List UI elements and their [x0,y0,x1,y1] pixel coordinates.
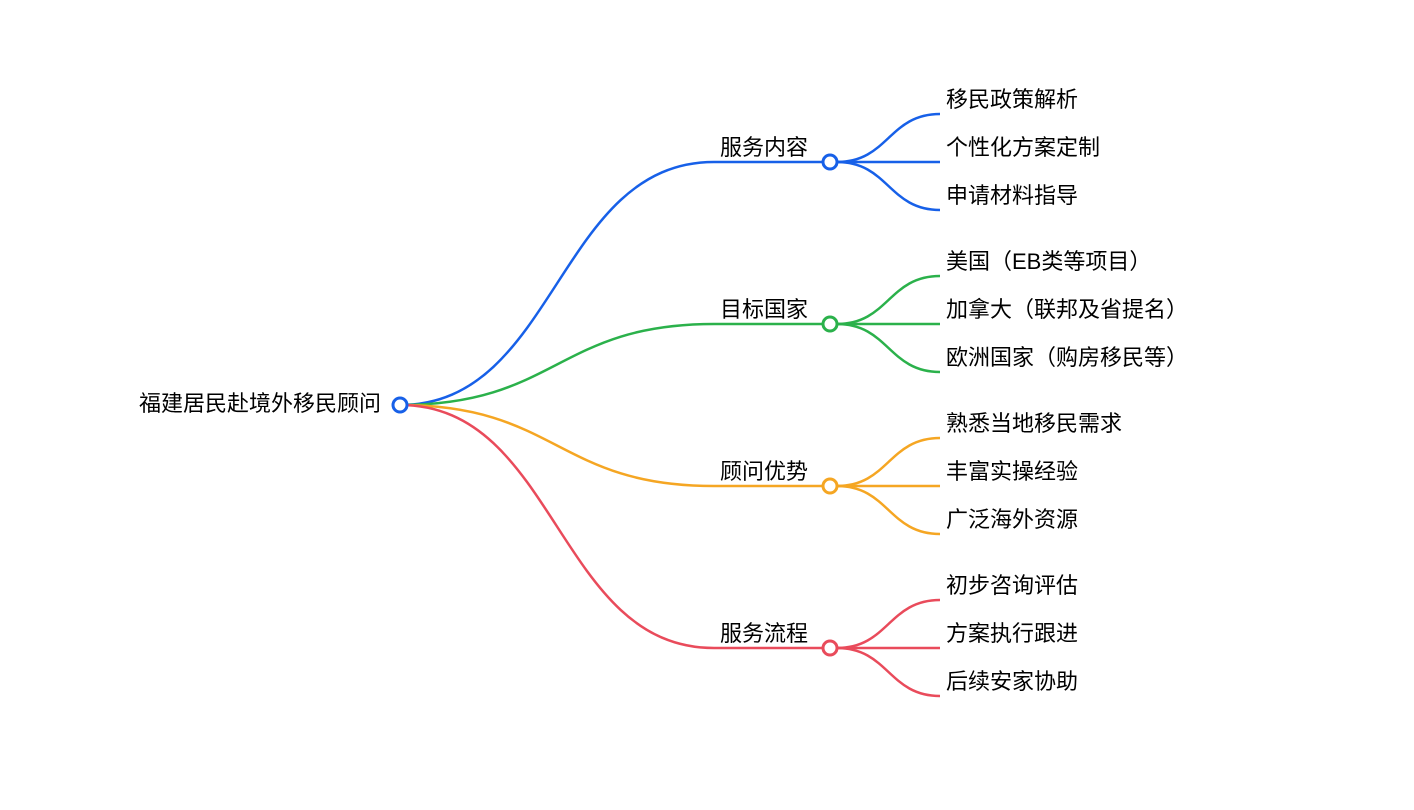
leaf-label: 初步咨询评估 [946,573,1078,598]
edge-branch-leaf [837,600,940,648]
edge-root-branch [400,162,714,405]
edge-root-branch [400,405,714,486]
leaf-label: 美国（EB类等项目） [946,249,1151,274]
edge-root-branch [400,324,714,405]
branch-label: 服务流程 [720,621,808,646]
leaf-label: 个性化方案定制 [946,135,1100,160]
leaf-label: 申请材料指导 [946,183,1078,208]
edge-branch-leaf [837,438,940,486]
leaf-label: 后续安家协助 [946,669,1078,694]
leaf-label: 熟悉当地移民需求 [946,411,1122,436]
edge-branch-leaf [837,648,940,696]
leaf-label: 丰富实操经验 [946,459,1078,484]
branch-node [823,155,837,169]
branch-node [823,641,837,655]
leaf-label: 移民政策解析 [946,87,1078,112]
edge-branch-leaf [837,162,940,210]
branch-node [823,317,837,331]
branch-label: 目标国家 [720,297,808,322]
edge-root-branch [400,405,714,648]
leaf-label: 欧洲国家（购房移民等） [946,345,1188,370]
edge-branch-leaf [837,324,940,372]
branch-label: 顾问优势 [720,459,808,484]
edge-branch-leaf [837,276,940,324]
branch-label: 服务内容 [720,135,808,160]
leaf-label: 方案执行跟进 [946,621,1078,646]
edge-branch-leaf [837,486,940,534]
branch-node [823,479,837,493]
leaf-label: 广泛海外资源 [946,507,1078,532]
leaf-label: 加拿大（联邦及省提名） [946,297,1188,322]
root-label: 福建居民赴境外移民顾问 [139,391,381,416]
edge-branch-leaf [837,114,940,162]
root-node [393,398,407,412]
